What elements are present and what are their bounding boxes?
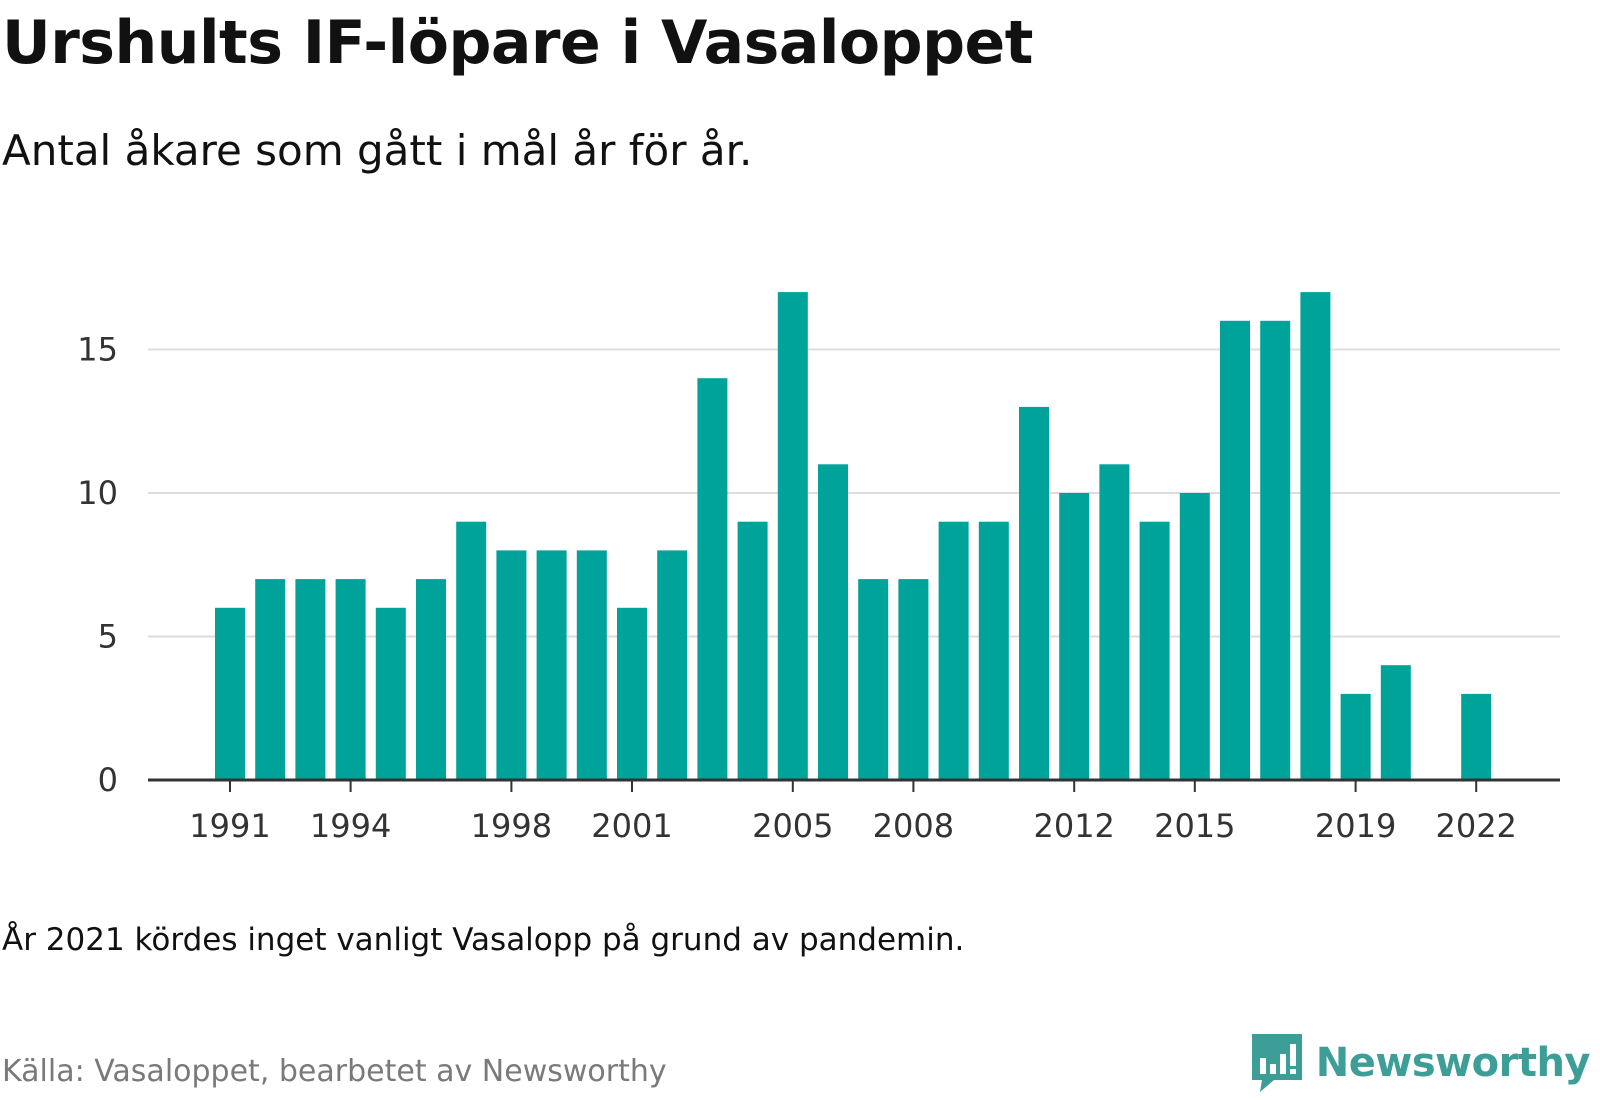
x-tick-label: 2012 bbox=[1033, 807, 1114, 845]
y-tick-label: 15 bbox=[77, 331, 118, 369]
bar-1993 bbox=[295, 579, 326, 780]
bar-2005 bbox=[777, 292, 808, 780]
bar-1997 bbox=[456, 521, 487, 780]
bars bbox=[215, 292, 1492, 780]
bar-chart: 0 5 10 15 1991 1994 1998 2001 2005 2008 2012 2015 20… bbox=[77, 292, 1560, 845]
bar-2010 bbox=[978, 521, 1009, 780]
y-tick-label: 0 bbox=[98, 761, 118, 799]
x-tick-label: 2019 bbox=[1315, 807, 1396, 845]
bar-2003 bbox=[697, 378, 728, 780]
bar-2002 bbox=[657, 550, 688, 780]
bar-1991 bbox=[215, 607, 245, 780]
bar-2012 bbox=[1059, 493, 1090, 780]
bar-2006 bbox=[818, 464, 848, 780]
newsworthy-logo-icon bbox=[1251, 1034, 1302, 1092]
bar-2000 bbox=[576, 550, 607, 780]
bar-2015 bbox=[1179, 493, 1210, 780]
x-tick-label: 1998 bbox=[471, 807, 552, 845]
bar-2020 bbox=[1380, 665, 1411, 780]
chart-note: År 2021 kördes inget vanligt Vasalopp på… bbox=[2, 922, 965, 958]
bar-1998 bbox=[496, 550, 527, 780]
bar-2009 bbox=[938, 521, 969, 780]
x-tick-label: 1994 bbox=[310, 807, 391, 845]
x-tick-label: 2005 bbox=[752, 807, 833, 845]
bar-1996 bbox=[416, 579, 446, 780]
bar-2016 bbox=[1220, 320, 1250, 780]
bar-2008 bbox=[898, 579, 929, 780]
axes: 0 5 10 15 1991 1994 1998 2001 2005 2008 2012 2015 20… bbox=[77, 331, 1560, 845]
x-tick-label: 2015 bbox=[1154, 807, 1235, 845]
y-tick-label: 10 bbox=[77, 474, 118, 512]
bar-2013 bbox=[1099, 464, 1130, 780]
bar-2014 bbox=[1139, 521, 1170, 780]
bar-2001 bbox=[617, 607, 647, 780]
x-tick-label: 2022 bbox=[1435, 807, 1516, 845]
chart-title: Urshults IF-löpare i Vasaloppet bbox=[2, 8, 1033, 78]
x-tick-label: 2008 bbox=[873, 807, 954, 845]
bar-2017 bbox=[1260, 320, 1291, 780]
y-tick-label: 5 bbox=[98, 618, 118, 656]
bar-2019 bbox=[1340, 693, 1371, 780]
source-text: Källa: Vasaloppet, bearbetet av Newswort… bbox=[2, 1054, 667, 1089]
bar-1994 bbox=[335, 579, 366, 780]
brand-name: Newsworthy bbox=[1315, 1040, 1591, 1086]
bar-2004 bbox=[737, 521, 768, 780]
bar-2022 bbox=[1461, 693, 1492, 780]
x-tick-label: 2001 bbox=[591, 807, 672, 845]
chart-subtitle: Antal åkare som gått i mål år för år. bbox=[2, 126, 753, 175]
bar-2007 bbox=[858, 579, 889, 780]
brand-logo: Newsworthy bbox=[1251, 1034, 1591, 1092]
bar-2011 bbox=[1019, 406, 1049, 780]
bar-1995 bbox=[375, 607, 406, 780]
x-tick-label: 1991 bbox=[189, 807, 270, 845]
bar-1992 bbox=[255, 579, 286, 780]
bar-1999 bbox=[536, 550, 567, 780]
bar-2018 bbox=[1300, 292, 1331, 780]
